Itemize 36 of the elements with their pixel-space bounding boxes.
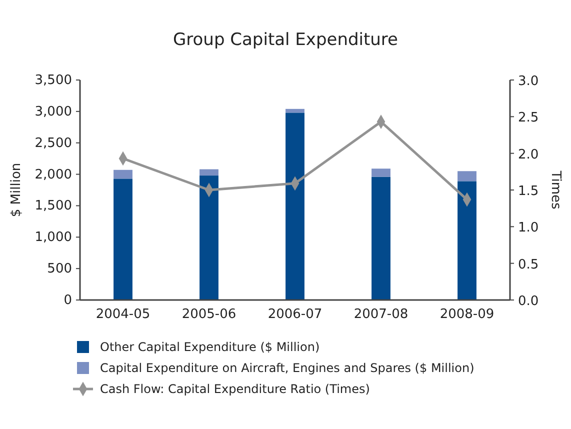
y-tick-label: 3,500 bbox=[34, 73, 72, 88]
bar bbox=[200, 176, 218, 300]
bar bbox=[114, 178, 132, 300]
bar bbox=[114, 170, 132, 179]
y2-tick-label: 1.5 bbox=[518, 184, 539, 199]
y-tick-label: 1,000 bbox=[34, 230, 72, 246]
legend-label: Cash Flow: Capital Expenditure Ratio (Times) bbox=[100, 382, 370, 396]
bar bbox=[458, 171, 476, 182]
x-tick-label: 2005-06 bbox=[182, 307, 236, 322]
x-tick-label: 2006-07 bbox=[268, 307, 322, 322]
y-tick-label: 500 bbox=[47, 262, 72, 277]
x-tick-label: 2004-05 bbox=[96, 307, 150, 322]
y-axis-title: $ Million bbox=[9, 162, 24, 218]
y2-tick-label: 0.5 bbox=[518, 257, 539, 272]
y-tick-label: 2,500 bbox=[34, 136, 72, 151]
x-tick-label: 2008-09 bbox=[440, 307, 494, 322]
y2-tick-label: 1.0 bbox=[518, 220, 539, 236]
y-tick-label: 2,000 bbox=[34, 167, 72, 182]
y2-tick-label: 2.5 bbox=[518, 110, 539, 126]
y2-tick-label: 0.0 bbox=[518, 294, 539, 309]
y-tick-label: 0 bbox=[64, 293, 72, 308]
bar bbox=[286, 108, 304, 113]
bar bbox=[372, 168, 390, 177]
y-tick-label: 1,500 bbox=[34, 198, 72, 214]
y2-tick-label: 2.0 bbox=[518, 147, 539, 162]
x-tick-label: 2007-08 bbox=[354, 307, 408, 322]
y-tick-label: 3,000 bbox=[34, 104, 72, 120]
legend-label: Capital Expenditure on Aircraft, Engines and Spares ($ Million) bbox=[100, 361, 474, 375]
bar bbox=[286, 112, 304, 300]
legend-label: Other Capital Expenditure ($ Million) bbox=[100, 340, 320, 354]
chart-title: Group Capital Expenditure bbox=[172, 30, 398, 50]
y2-axis-title: Times bbox=[548, 170, 563, 210]
bar bbox=[200, 169, 218, 176]
bar bbox=[372, 176, 390, 300]
bar bbox=[458, 181, 476, 300]
y2-tick-label: 3.0 bbox=[518, 74, 539, 89]
